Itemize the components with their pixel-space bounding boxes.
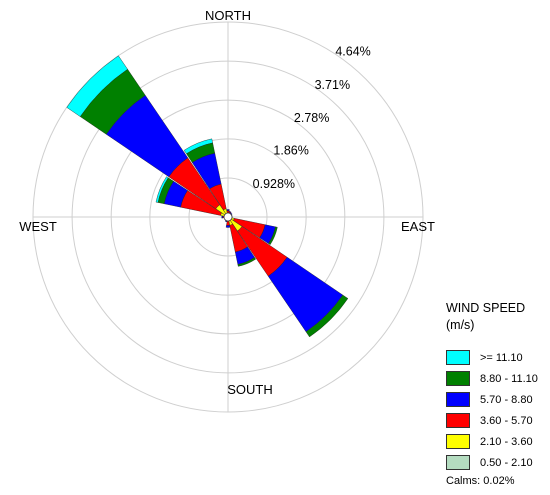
ring-label-1: 0.928%: [253, 177, 295, 191]
legend-label-6: 0.50 - 2.10: [480, 456, 533, 469]
legend-items: >= 11.10 8.80 - 11.10 5.70 - 8.80 3.60 - 5.…: [446, 348, 550, 472]
polar-grid: [32, 21, 424, 413]
legend-title: WIND SPEED: [446, 301, 526, 315]
calm-center-marker: [223, 212, 233, 222]
legend-swatch-5: [446, 434, 470, 449]
ring-label-3: 2.78%: [294, 111, 329, 125]
chart-labels: NORTH SOUTH EAST WEST 0.928% 1.86% 2.78% 3.71% 4…: [19, 8, 435, 397]
legend-item-6: 0.50 - 2.10: [446, 453, 550, 472]
legend-swatch-3: [446, 392, 470, 407]
legend-item-4: 3.60 - 5.70: [446, 411, 550, 430]
petal-se-bin-4: [267, 256, 343, 332]
legend: WIND SPEED (m/s) >= 11.10 8.80 - 11.10 5.7…: [446, 300, 550, 487]
legend-swatch-1: [446, 350, 470, 365]
calms-note: Calms: 0.02%: [446, 475, 515, 487]
legend-label-1: >= 11.10: [480, 351, 523, 364]
legend-label-2: 8.80 - 11.10: [480, 372, 538, 385]
wind-petals: [66, 55, 349, 338]
legend-label-4: 3.60 - 5.70: [480, 414, 533, 427]
ring-label-5: 4.64%: [335, 45, 370, 59]
legend-item-3: 5.70 - 8.80: [446, 390, 550, 409]
ring-label-4: 3.71%: [315, 78, 350, 92]
legend-swatch-6: [446, 455, 470, 470]
direction-label-west: WEST: [19, 219, 57, 234]
ring-label-2: 1.86%: [273, 144, 308, 158]
legend-label-3: 5.70 - 8.80: [480, 393, 533, 406]
legend-item-1: >= 11.10: [446, 348, 550, 367]
legend-swatch-4: [446, 413, 470, 428]
legend-item-5: 2.10 - 3.60: [446, 432, 550, 451]
direction-label-south: SOUTH: [227, 382, 273, 397]
direction-label-north: NORTH: [205, 8, 251, 23]
direction-label-east: EAST: [401, 219, 435, 234]
legend-item-2: 8.80 - 11.10: [446, 369, 550, 388]
legend-swatch-2: [446, 371, 470, 386]
legend-unit: (m/s): [446, 318, 475, 332]
legend-label-5: 2.10 - 3.60: [480, 435, 533, 448]
